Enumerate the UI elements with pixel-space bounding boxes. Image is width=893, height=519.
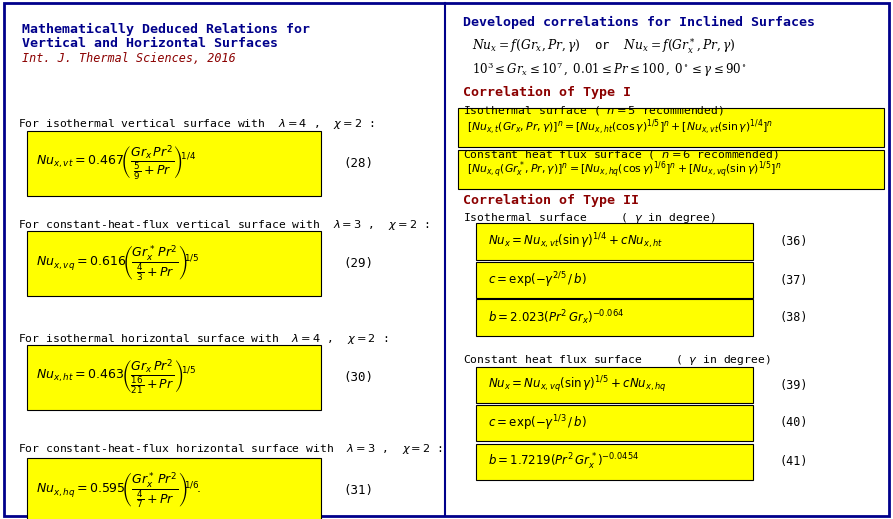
- Text: (39): (39): [780, 378, 808, 392]
- Text: (37): (37): [780, 274, 808, 287]
- Text: $Nu_x = Nu_{x,vt}(\sin\gamma)^{1/4} + cNu_{x,ht}$: $Nu_x = Nu_{x,vt}(\sin\gamma)^{1/4} + cN…: [488, 231, 663, 251]
- Text: $Nu_{x,vq} = 0.616\!\left(\dfrac{Gr_x^*\, Pr^2}{\frac{4}{3}+Pr}\right)^{\!\!1/5}: $Nu_{x,vq} = 0.616\!\left(\dfrac{Gr_x^*\…: [36, 243, 199, 284]
- Text: (29): (29): [344, 257, 374, 270]
- Text: Mathematically Deduced Relations for: Mathematically Deduced Relations for: [22, 23, 311, 36]
- Text: For isothermal horizontal surface with  $\lambda = 4$ ,  $\chi = 2$ :: For isothermal horizontal surface with $…: [18, 332, 388, 346]
- Text: $Nu_x = f(Gr_x, Pr, \gamma)$  or  $Nu_x = f(Gr_x^*, Pr, \gamma)$: $Nu_x = f(Gr_x, Pr, \gamma)$ or $Nu_x = …: [472, 36, 735, 56]
- Text: (38): (38): [780, 311, 808, 324]
- Text: Developed correlations for Inclined Surfaces: Developed correlations for Inclined Surf…: [463, 16, 814, 29]
- Text: For constant-heat-flux vertical surface with  $\lambda = 3$ ,  $\chi = 2$ :: For constant-heat-flux vertical surface …: [18, 218, 430, 232]
- Text: Constant heat flux surface ( $n = 6$ recommended): Constant heat flux surface ( $n = 6$ rec…: [463, 148, 778, 161]
- Text: $Nu_{x,vt} = 0.467\!\left(\dfrac{Gr_x\, Pr^2}{\frac{5}{9}+Pr}\right)^{\!\!1/4}$: $Nu_{x,vt} = 0.467\!\left(\dfrac{Gr_x\, …: [36, 144, 196, 183]
- Text: $Nu_{x,hq} = 0.595\!\left(\dfrac{Gr_x^*\, Pr^2}{\frac{4}{7}+Pr}\right)^{\!\!1/6}: $Nu_{x,hq} = 0.595\!\left(\dfrac{Gr_x^*\…: [36, 470, 201, 511]
- Text: Isothermal surface     ( $\gamma$ in degree): Isothermal surface ( $\gamma$ in degree): [463, 211, 715, 225]
- Text: (28): (28): [344, 157, 374, 170]
- Text: Correlation of Type I: Correlation of Type I: [463, 86, 630, 99]
- Text: For constant-heat-flux horizontal surface with  $\lambda = 3$ ,  $\chi = 2$ :: For constant-heat-flux horizontal surfac…: [18, 442, 443, 456]
- Text: Vertical and Horizontal Surfaces: Vertical and Horizontal Surfaces: [22, 37, 279, 50]
- Text: $[Nu_{x,q}(Gr_x^*,Pr,\gamma)]^n = [Nu_{x,hq}(\cos\gamma)^{1/6}]^n + [Nu_{x,vq}(\: $[Nu_{x,q}(Gr_x^*,Pr,\gamma)]^n = [Nu_{x…: [467, 159, 781, 180]
- Text: (30): (30): [344, 371, 374, 385]
- Text: $Nu_x = Nu_{x,vq}(\sin\gamma)^{1/5} + cNu_{x,hq}$: $Nu_x = Nu_{x,vq}(\sin\gamma)^{1/5} + cN…: [488, 375, 666, 395]
- Text: $c = \exp(-\gamma^{2/5}\,/\,b)$: $c = \exp(-\gamma^{2/5}\,/\,b)$: [488, 270, 587, 290]
- Text: $b = 1.7219(Pr^2\,Gr_x^*)^{-0.0454}$: $b = 1.7219(Pr^2\,Gr_x^*)^{-0.0454}$: [488, 452, 638, 472]
- Text: $c = \exp(-\gamma^{1/3}\,/\,b)$: $c = \exp(-\gamma^{1/3}\,/\,b)$: [488, 413, 587, 433]
- Text: $b = 2.023(Pr^2\,Gr_x)^{-0.064}$: $b = 2.023(Pr^2\,Gr_x)^{-0.064}$: [488, 308, 623, 327]
- Text: Correlation of Type II: Correlation of Type II: [463, 194, 638, 207]
- Text: For isothermal vertical surface with  $\lambda = 4$ ,  $\chi = 2$ :: For isothermal vertical surface with $\l…: [18, 117, 374, 131]
- Text: (36): (36): [780, 235, 808, 248]
- Text: Constant heat flux surface     ( $\gamma$ in degree): Constant heat flux surface ( $\gamma$ in…: [463, 353, 771, 367]
- Text: Int. J. Thermal Sciences, 2016: Int. J. Thermal Sciences, 2016: [22, 52, 236, 65]
- Text: $10^3 \leq Gr_x \leq 10^7\,,\; 0.01 \leq Pr \leq 100\,,\; 0^\circ \leq \gamma \l: $10^3 \leq Gr_x \leq 10^7\,,\; 0.01 \leq…: [472, 60, 747, 78]
- Text: Isothermal surface ( $n = 5$ recommended): Isothermal surface ( $n = 5$ recommended…: [463, 104, 723, 117]
- Text: (40): (40): [780, 416, 808, 430]
- Text: $[Nu_{x,t}(Gr_x,Pr,\gamma)]^n = [Nu_{x,ht}(\cos\gamma)^{1/5}]^n + [Nu_{x,vt}(\si: $[Nu_{x,t}(Gr_x,Pr,\gamma)]^n = [Nu_{x,h…: [467, 117, 773, 137]
- Text: $Nu_{x,ht} = 0.463\!\left(\dfrac{Gr_x\, Pr^2}{\frac{16}{21}+Pr}\right)^{\!\!1/5}: $Nu_{x,ht} = 0.463\!\left(\dfrac{Gr_x\, …: [36, 358, 196, 398]
- Text: (41): (41): [780, 455, 808, 469]
- Text: (31): (31): [344, 484, 374, 497]
